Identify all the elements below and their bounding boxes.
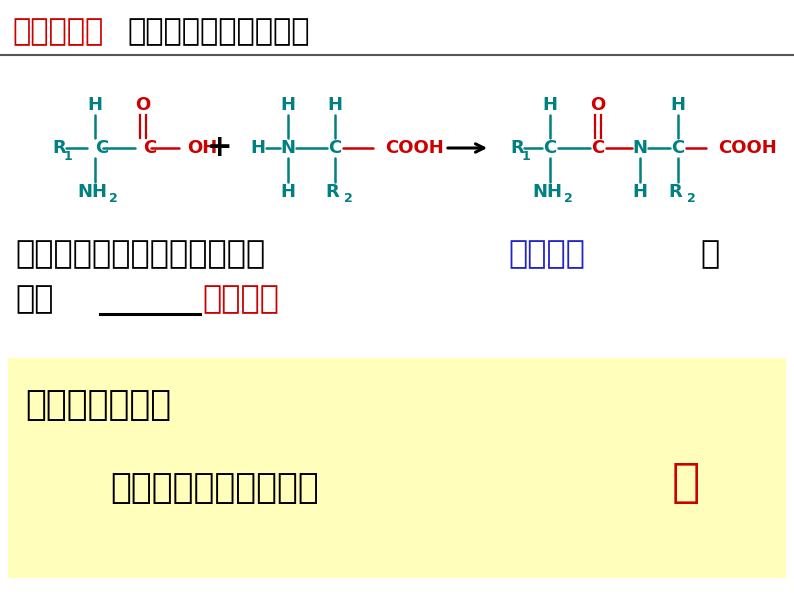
Text: H: H bbox=[280, 183, 295, 201]
Text: COOH: COOH bbox=[718, 139, 777, 157]
Text: H: H bbox=[670, 96, 685, 114]
Text: 酶在细胞代谢中的作用: 酶在细胞代谢中的作用 bbox=[127, 17, 310, 46]
Text: H: H bbox=[327, 96, 342, 114]
Text: R: R bbox=[325, 183, 339, 201]
Text: 细胞中每时每刻都进行着许多: 细胞中每时每刻都进行着许多 bbox=[15, 240, 265, 271]
Text: H: H bbox=[633, 183, 647, 201]
Text: C: C bbox=[543, 139, 557, 157]
Text: H: H bbox=[250, 139, 265, 157]
Text: C: C bbox=[329, 139, 341, 157]
Text: 降低化学反应活化能的: 降低化学反应活化能的 bbox=[110, 471, 318, 505]
Text: OH: OH bbox=[187, 139, 218, 157]
Text: NH: NH bbox=[532, 183, 562, 201]
Text: 统称: 统称 bbox=[15, 284, 53, 315]
Text: N: N bbox=[633, 139, 647, 157]
Text: 2: 2 bbox=[687, 193, 696, 206]
Text: 酶: 酶 bbox=[672, 461, 700, 505]
Text: 1: 1 bbox=[64, 150, 73, 163]
Text: C: C bbox=[143, 139, 156, 157]
Text: NH: NH bbox=[77, 183, 107, 201]
Text: 2: 2 bbox=[109, 193, 118, 206]
Text: 化学反应: 化学反应 bbox=[508, 240, 585, 271]
Text: O: O bbox=[591, 96, 606, 114]
Text: R: R bbox=[668, 183, 682, 201]
Text: +: + bbox=[207, 134, 233, 163]
Text: H: H bbox=[87, 96, 102, 114]
FancyBboxPatch shape bbox=[8, 358, 786, 578]
Text: O: O bbox=[135, 96, 151, 114]
Text: 细胞代谢离不开: 细胞代谢离不开 bbox=[25, 388, 172, 422]
Text: N: N bbox=[280, 139, 295, 157]
Text: 2: 2 bbox=[344, 193, 353, 206]
Text: C: C bbox=[95, 139, 108, 157]
Text: H: H bbox=[542, 96, 557, 114]
Text: C: C bbox=[592, 139, 604, 157]
Text: C: C bbox=[672, 139, 684, 157]
Text: ，: ， bbox=[700, 240, 719, 271]
Text: 1: 1 bbox=[522, 150, 530, 163]
Text: R: R bbox=[52, 139, 66, 157]
Text: H: H bbox=[280, 96, 295, 114]
Text: R: R bbox=[510, 139, 524, 157]
Text: 【探究一】: 【探究一】 bbox=[12, 17, 103, 46]
Text: COOH: COOH bbox=[385, 139, 444, 157]
Text: 细胞代谢: 细胞代谢 bbox=[202, 284, 279, 315]
Text: 2: 2 bbox=[564, 193, 572, 206]
